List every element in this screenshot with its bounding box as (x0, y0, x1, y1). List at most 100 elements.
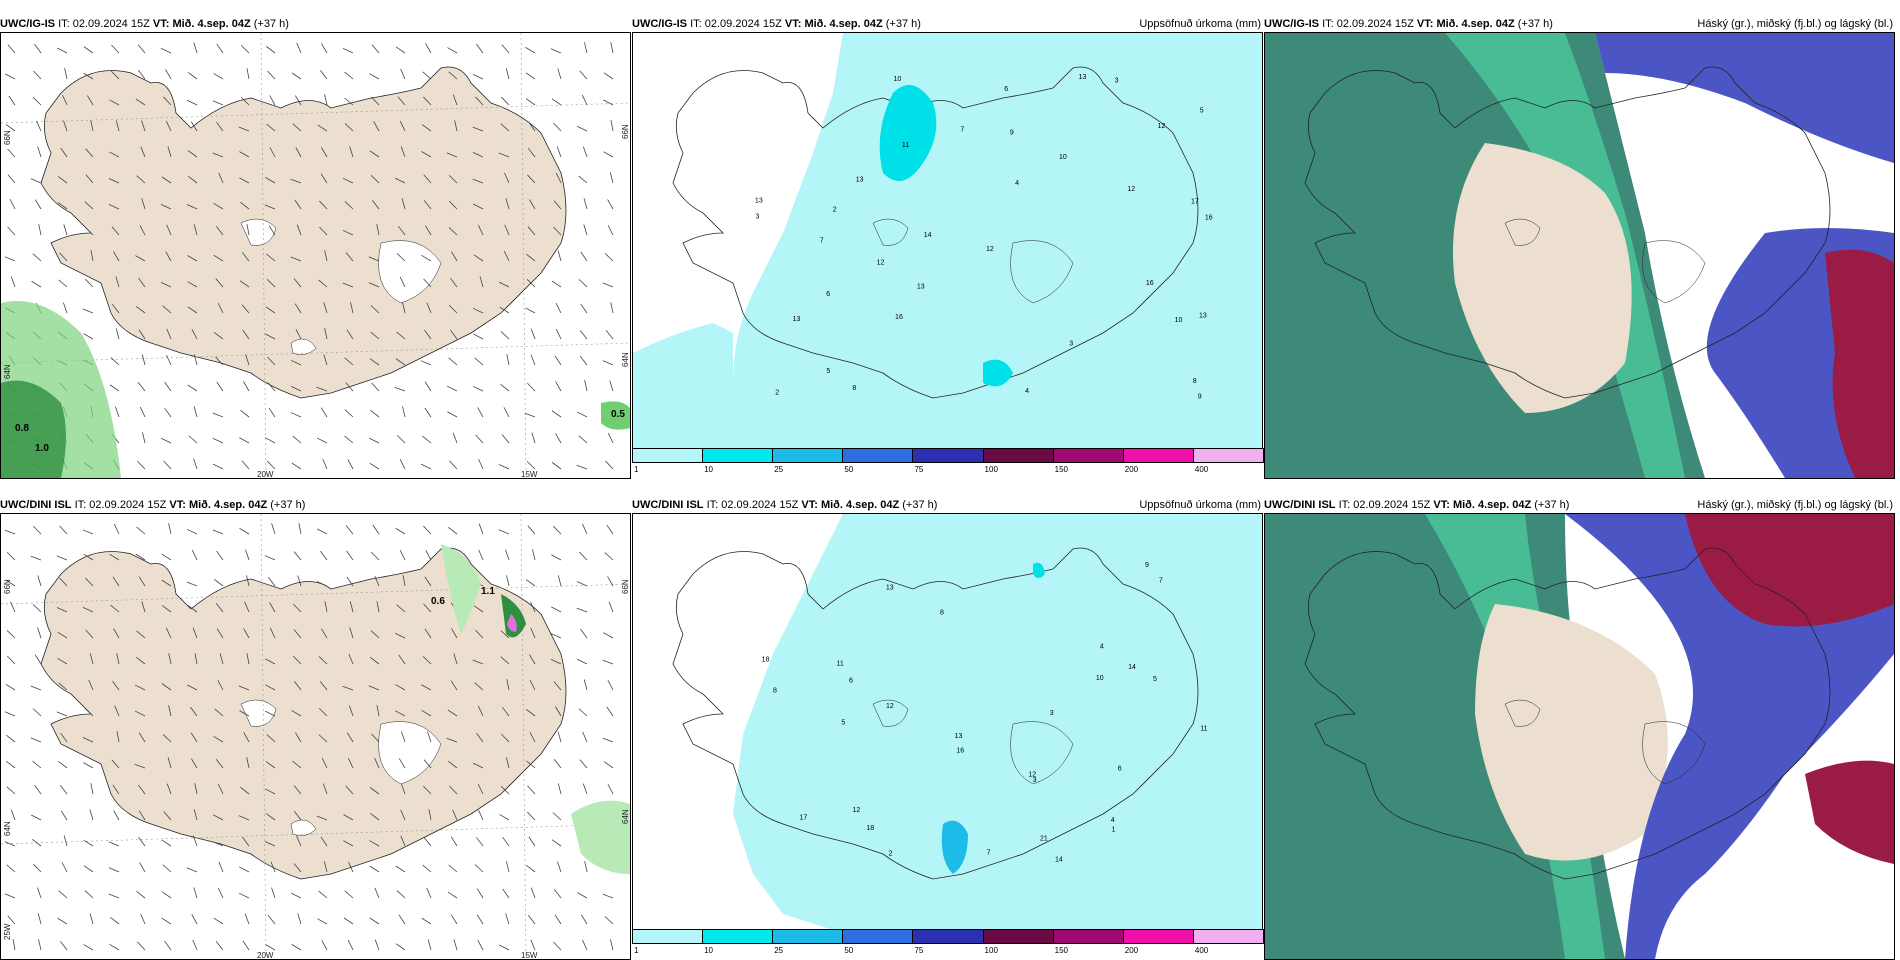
precip-value: 13 (886, 584, 894, 591)
colorbar-swatch (632, 448, 704, 463)
wind-barb (240, 786, 250, 795)
panel-header: UWC/DINI ISL IT: 02.09.2024 15Z VT: Mið.… (1264, 497, 1895, 513)
wind-barb (243, 628, 250, 639)
wind-barb (31, 281, 42, 288)
wind-barb (473, 333, 484, 340)
wind-barb (423, 759, 432, 769)
wind-barb (212, 529, 224, 535)
wind-barb (342, 177, 354, 184)
precip-value: 9 (1198, 393, 1202, 400)
wind-barb (348, 861, 354, 873)
wind-barb (241, 252, 250, 262)
precip-value: 11 (837, 660, 844, 667)
colorbar-swatch (1192, 929, 1264, 944)
wind-barb (551, 606, 562, 613)
wind-barb (83, 762, 94, 769)
wind-barb (292, 760, 302, 769)
wind-barb (90, 250, 94, 262)
wind-barb (290, 385, 302, 392)
wind-barb (448, 174, 458, 184)
wind-barb (138, 329, 146, 340)
wind-barb (607, 784, 614, 795)
wind-barb (110, 70, 120, 80)
wind-barb (502, 888, 510, 899)
wind-barb (298, 523, 302, 535)
precip-value: 16 (1205, 214, 1213, 221)
wind-barb (425, 43, 432, 54)
wind-barb (30, 737, 42, 743)
wind-barb (552, 812, 562, 821)
wind-barb (162, 305, 172, 314)
wind-barb (111, 226, 120, 236)
precip-value: 7 (820, 238, 824, 245)
wind-barb (502, 836, 510, 847)
wind-barb (425, 225, 432, 236)
wind-barb (446, 737, 458, 743)
wind-barb (293, 785, 302, 795)
wind-barb (108, 178, 120, 184)
wind-barb (576, 658, 588, 665)
wind-barb (264, 710, 276, 717)
wind-barb (579, 759, 588, 769)
wind-barb (37, 575, 42, 587)
wind-barb (160, 281, 172, 288)
wind-barb (297, 575, 302, 587)
precip-value: 13 (856, 177, 864, 184)
wind-barb (498, 152, 510, 158)
wind-barb (424, 381, 432, 392)
wind-barb (83, 46, 94, 54)
wind-barb (527, 382, 536, 392)
wind-barb (556, 146, 562, 158)
wind-barb (397, 96, 406, 106)
wind-barb (142, 432, 146, 444)
wind-barb (400, 146, 406, 158)
wind-barb (603, 99, 614, 106)
wind-barb (320, 69, 328, 80)
colorbar-label: 75 (914, 946, 924, 955)
wind-barb (450, 277, 458, 288)
wind-barb (190, 758, 198, 769)
wind-barb (193, 406, 198, 418)
wind-barb (423, 174, 432, 184)
wind-barb (213, 735, 224, 743)
wind-barb (448, 71, 458, 80)
wind-barb (368, 256, 380, 262)
wind-barb (112, 576, 120, 587)
panel-cloud-bottom: UWC/DINI ISL IT: 02.09.2024 15Z VT: Mið.… (1264, 497, 1895, 960)
wind-barb (112, 680, 120, 691)
wind-barb (137, 941, 146, 951)
precip-value: 5 (841, 720, 845, 727)
wind-barb (371, 200, 380, 210)
precip-value: 13 (755, 197, 763, 204)
wind-barb (577, 892, 588, 899)
wind-barb (344, 357, 354, 366)
wind-barb (265, 788, 276, 795)
wind-barb (506, 757, 510, 769)
wind-barb (64, 68, 68, 80)
wind-barb (293, 863, 302, 873)
wind-barb (186, 204, 198, 210)
wind-value: 0.8 (15, 423, 29, 434)
wind-barb (607, 576, 614, 587)
wind-barb (243, 732, 250, 743)
wind-barb (58, 760, 68, 769)
wind-barb (472, 659, 484, 665)
wind-barb (160, 437, 172, 444)
wind-barb (193, 458, 198, 470)
vt-value: Mið. 4.sep. 04Z (1436, 18, 1515, 30)
wind-barb (553, 122, 562, 132)
wind-barb (187, 605, 198, 613)
wind-barb (239, 710, 250, 717)
wind-barb (83, 72, 94, 80)
wind-barb (163, 460, 172, 470)
wind-barb (420, 360, 432, 366)
wind-barb (400, 809, 406, 821)
wind-barb (115, 120, 120, 132)
vt-value: Mið. 4.sep. 04Z (172, 18, 251, 30)
wind-barb (557, 68, 562, 80)
wind-barb (398, 654, 406, 665)
wind-barb (192, 939, 198, 951)
wind-barb (369, 73, 380, 80)
wind-barb (32, 760, 42, 769)
colorbar-swatch (702, 448, 774, 463)
